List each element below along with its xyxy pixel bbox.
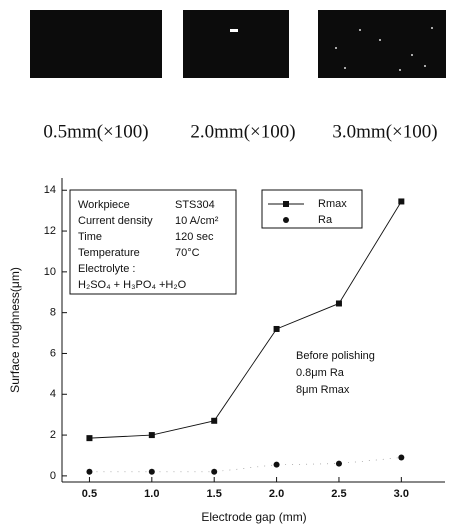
marker bbox=[336, 461, 342, 467]
info-text: 70°C bbox=[175, 247, 200, 259]
legend-label: Ra bbox=[318, 214, 333, 226]
marker bbox=[283, 217, 289, 223]
x-tick-label: 3.0 bbox=[394, 488, 409, 500]
y-tick-label: 2 bbox=[50, 429, 56, 441]
y-tick-label: 14 bbox=[44, 184, 56, 196]
caption: 2.0mm(×100) bbox=[190, 121, 295, 142]
y-tick-label: 0 bbox=[50, 470, 56, 482]
marker bbox=[274, 326, 280, 332]
speck bbox=[230, 29, 238, 32]
marker bbox=[211, 418, 217, 424]
legend-label: Rmax bbox=[318, 198, 347, 210]
note-text: 0.8μm Ra bbox=[296, 367, 345, 379]
y-tick-label: 6 bbox=[50, 347, 56, 359]
x-tick-label: 2.5 bbox=[331, 488, 346, 500]
y-tick-label: 10 bbox=[44, 266, 56, 278]
info-text: STS304 bbox=[175, 199, 215, 211]
series-line bbox=[89, 458, 401, 472]
micrograph bbox=[318, 10, 446, 78]
marker bbox=[211, 469, 217, 475]
marker bbox=[149, 469, 155, 475]
info-text: 120 sec bbox=[175, 231, 214, 243]
info-text: Current density bbox=[78, 215, 153, 227]
info-text: Workpiece bbox=[78, 199, 130, 211]
info-text: Time bbox=[78, 231, 102, 243]
note-text: Before polishing bbox=[296, 350, 375, 362]
y-tick-label: 12 bbox=[44, 225, 56, 237]
marker bbox=[398, 198, 404, 204]
marker bbox=[398, 455, 404, 461]
marker bbox=[86, 435, 92, 441]
note-text: 8μm Rmax bbox=[296, 384, 350, 396]
marker bbox=[86, 469, 92, 475]
series-line bbox=[89, 201, 401, 438]
x-axis-label: Electrode gap (mm) bbox=[201, 510, 306, 524]
y-tick-label: 8 bbox=[50, 307, 56, 319]
marker bbox=[149, 432, 155, 438]
info-text: H₂SO₄ + H₃PO₄ +H₂O bbox=[78, 279, 187, 291]
x-tick-label: 1.0 bbox=[144, 488, 159, 500]
figure: 0.5mm(×100) 2.0mm(×100) 3.0mm(×100) Elec… bbox=[0, 0, 470, 529]
marker bbox=[336, 300, 342, 306]
x-tick-label: 2.0 bbox=[269, 488, 284, 500]
info-text: Temperature bbox=[78, 247, 140, 259]
info-text: Electrolyte : bbox=[78, 263, 135, 275]
x-tick-label: 0.5 bbox=[82, 488, 97, 500]
caption: 3.0mm(×100) bbox=[332, 121, 437, 142]
legend-box bbox=[262, 190, 362, 228]
info-text: 10 A/cm² bbox=[175, 215, 219, 227]
micrographs bbox=[30, 10, 446, 78]
micrograph bbox=[183, 10, 289, 78]
micrograph bbox=[30, 10, 162, 78]
marker bbox=[274, 462, 280, 468]
y-axis-label: Surface roughness(μm) bbox=[8, 267, 22, 393]
y-tick-label: 4 bbox=[50, 388, 56, 400]
caption: 0.5mm(×100) bbox=[43, 121, 148, 142]
marker bbox=[283, 201, 289, 207]
x-tick-label: 1.5 bbox=[207, 488, 222, 500]
